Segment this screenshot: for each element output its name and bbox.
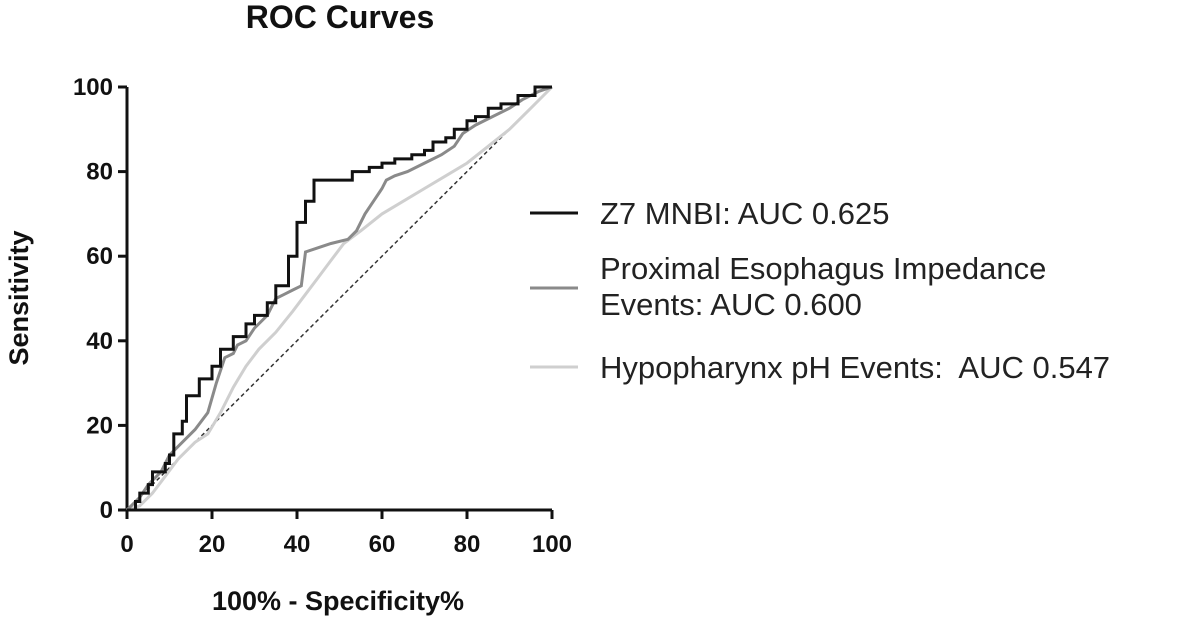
series-line-hypopharynx [126, 85, 554, 512]
y-tick-label: 60 [86, 243, 113, 270]
series-lines [125, 85, 554, 512]
y-axis-title: Sensitivity [4, 230, 34, 365]
series-line-z7-mnbi [127, 85, 552, 512]
y-tick-label: 100 [73, 74, 113, 101]
legend-label-proximal-esophagus: Proximal Esophagus Impedance Events: AUC … [600, 251, 1046, 322]
y-tick-label: 0 [100, 497, 113, 524]
x-tick-label: 80 [454, 531, 481, 558]
x-tick-label: 60 [369, 531, 396, 558]
y-tick-label: 40 [86, 328, 113, 355]
y-tick-label: 20 [86, 412, 113, 439]
chart-title: ROC Curves [246, 0, 435, 35]
series-line-proximal-esophagus [125, 85, 553, 512]
legend-label-line: Proximal Esophagus Impedance [600, 251, 1046, 286]
legend-entry-z7-mnbi: Z7 MNBI: AUC 0.625 [530, 196, 889, 231]
x-tick-label: 40 [284, 531, 311, 558]
x-ticks: 0 20 40 60 80 100 [120, 510, 572, 558]
legend-label-z7-mnbi: Z7 MNBI: AUC 0.625 [600, 196, 889, 231]
legend-label-hypopharynx: Hypopharynx pH Events: AUC 0.547 [600, 350, 1110, 385]
legend: Z7 MNBI: AUC 0.625 Proximal Esophagus Im… [530, 196, 1110, 385]
legend-entry-hypopharynx: Hypopharynx pH Events: AUC 0.547 [530, 350, 1110, 385]
x-tick-label: 100 [532, 531, 572, 558]
y-ticks: 0 20 40 60 80 100 [73, 74, 127, 524]
plot-area: 0 20 40 60 80 100 0 20 40 60 80 100 [73, 74, 572, 558]
x-axis-title: 100% - Specificity% [212, 586, 464, 616]
y-tick-label: 80 [86, 159, 113, 186]
legend-label-line: Events: AUC 0.600 [600, 287, 862, 322]
x-tick-label: 0 [120, 531, 133, 558]
legend-entry-proximal-esophagus: Proximal Esophagus Impedance Events: AUC … [530, 251, 1046, 322]
x-tick-label: 20 [199, 531, 226, 558]
